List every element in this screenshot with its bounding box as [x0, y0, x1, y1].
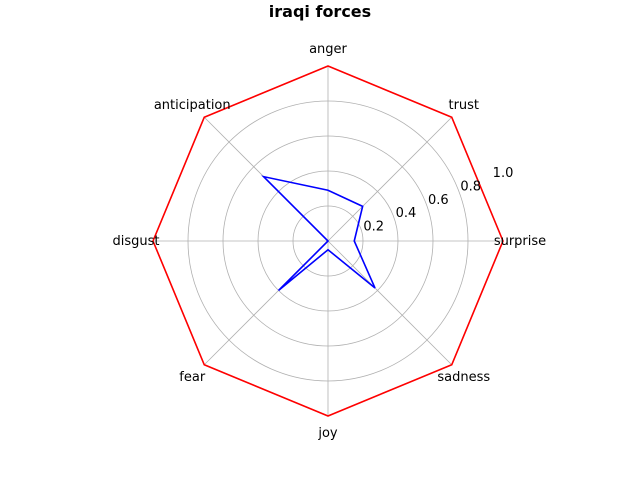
- series-layer: [152, 65, 504, 417]
- category-label-disgust: disgust: [113, 234, 160, 249]
- radial-tick-label-0: 0.2: [363, 220, 384, 235]
- radial-tick-label-1: 0.4: [396, 206, 417, 221]
- category-label-surprise: surprise: [494, 234, 546, 249]
- category-labels: surprise trust anger anticipation disgust fea…: [113, 42, 547, 441]
- chart-title: iraqi forces: [269, 2, 371, 21]
- series-line-1: [261, 175, 376, 292]
- series-line-0: [152, 65, 504, 417]
- category-label-sadness: sadness: [437, 370, 490, 385]
- spoke-trust: [327, 116, 453, 242]
- radial-tick-labels: 0.2 0.4 0.6 0.8 1.0: [363, 166, 513, 235]
- radial-grid: [153, 66, 503, 416]
- radial-tick-label-2: 0.6: [428, 193, 449, 208]
- category-label-joy: joy: [317, 426, 338, 441]
- category-label-anger: anger: [309, 42, 347, 57]
- spoke-sadness: [327, 240, 453, 366]
- radial-tick-label-3: 0.8: [460, 179, 481, 194]
- category-label-anticipation: anticipation: [154, 98, 231, 113]
- category-label-trust: trust: [448, 98, 479, 113]
- category-label-fear: fear: [179, 370, 206, 385]
- radial-tick-label-4: 1.0: [493, 166, 514, 181]
